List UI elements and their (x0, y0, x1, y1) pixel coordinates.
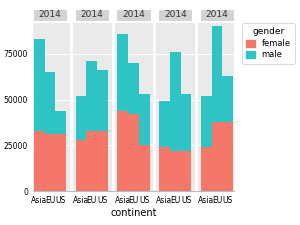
Bar (86, 131, 97, 191)
FancyBboxPatch shape (200, 9, 234, 21)
Bar (181, 94, 191, 151)
Bar (86, 61, 97, 131)
Bar (45, 72, 56, 134)
Bar (97, 131, 108, 191)
Text: 2014: 2014 (164, 10, 187, 19)
Bar (201, 147, 212, 191)
Bar (45, 134, 56, 191)
Text: 2014: 2014 (206, 10, 228, 19)
Bar (170, 52, 181, 151)
Bar (222, 76, 233, 122)
Bar (139, 94, 150, 145)
Bar (34, 131, 45, 191)
Text: 2014: 2014 (39, 10, 62, 19)
Bar (170, 151, 181, 191)
Text: 2014: 2014 (122, 10, 145, 19)
Bar (212, 122, 222, 191)
Y-axis label: amount: amount (0, 88, 1, 126)
FancyBboxPatch shape (75, 9, 109, 21)
Bar (128, 114, 139, 191)
Text: 2014: 2014 (80, 10, 103, 19)
Legend: female, male: female, male (242, 23, 295, 64)
FancyBboxPatch shape (158, 9, 192, 21)
Bar (181, 151, 191, 191)
Bar (34, 39, 45, 131)
Bar (159, 147, 170, 191)
Bar (139, 145, 150, 191)
Bar (201, 96, 212, 147)
Bar (56, 110, 66, 134)
Bar (128, 63, 139, 114)
Bar (56, 134, 66, 191)
Bar (212, 26, 222, 122)
Bar (159, 101, 170, 147)
Bar (76, 96, 86, 140)
Bar (97, 70, 108, 131)
Bar (117, 34, 128, 110)
X-axis label: continent: continent (110, 208, 157, 218)
Bar (76, 140, 86, 191)
FancyBboxPatch shape (33, 9, 67, 21)
Bar (222, 122, 233, 191)
Bar (117, 110, 128, 191)
FancyBboxPatch shape (116, 9, 151, 21)
